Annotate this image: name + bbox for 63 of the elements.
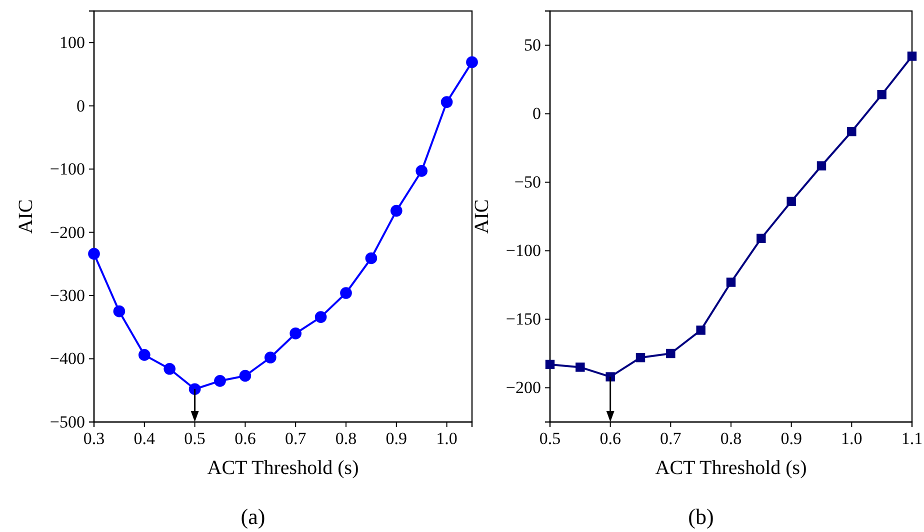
x-tick-label: 0.5: [184, 429, 206, 448]
y-tick-label: −300: [50, 286, 85, 305]
point: [466, 56, 478, 68]
point: [113, 305, 126, 318]
point: [907, 52, 917, 61]
x-axis-title: ACT Threshold (s): [655, 457, 807, 479]
point: [416, 165, 428, 177]
point: [636, 353, 646, 362]
y-tick-label: −100: [50, 160, 85, 179]
y-tick-label: −150: [506, 310, 541, 329]
point: [264, 352, 276, 364]
point: [726, 278, 736, 287]
point: [164, 362, 176, 375]
x-tick-label: 0.8: [720, 429, 742, 448]
point: [545, 360, 555, 370]
y-tick-label: 100: [60, 33, 85, 52]
point: [786, 196, 796, 206]
x-tick-label: 0.6: [600, 429, 621, 448]
x-tick-label: 1.0: [841, 429, 862, 448]
point: [214, 374, 226, 387]
y-tick-label: −500: [50, 412, 85, 432]
point: [816, 161, 826, 170]
point: [365, 252, 378, 264]
point: [314, 311, 327, 323]
x-tick-label: 0.7: [284, 429, 307, 448]
point: [756, 234, 766, 244]
y-axis-title: AIC: [471, 199, 493, 234]
point: [606, 372, 615, 382]
point: [696, 326, 706, 335]
x-tick-label: 0.5: [539, 429, 561, 448]
y-tick-label: −200: [506, 378, 541, 398]
point: [390, 204, 402, 217]
y-tick-label: 0: [532, 104, 541, 124]
y-tick-label: 50: [524, 36, 541, 55]
y-tick-label: 0: [76, 96, 85, 116]
x-tick-label: 0.6: [234, 429, 256, 448]
text: (a): [240, 504, 266, 529]
x-axis-title: ACT Threshold (s): [207, 457, 359, 479]
y-tick-label: −200: [50, 222, 85, 242]
point: [847, 126, 856, 136]
point: [340, 287, 352, 299]
text: (b): [688, 504, 714, 529]
point: [290, 328, 302, 340]
y-axis-title: AIC: [15, 199, 37, 234]
x-tick-label: 1.0: [436, 429, 458, 448]
point: [440, 96, 453, 108]
x-tick-label: 1.1: [901, 429, 923, 448]
x-tick-label: 0.3: [83, 429, 105, 448]
x-tick-label: 0.9: [780, 429, 802, 448]
y-tick-label: −50: [514, 172, 541, 192]
x-tick-label: 0.8: [335, 429, 357, 448]
point: [877, 90, 886, 100]
point: [576, 362, 585, 372]
point: [666, 348, 676, 358]
x-tick-label: 0.9: [386, 429, 408, 448]
point: [138, 349, 150, 361]
point: [188, 383, 201, 396]
y-tick-label: −100: [506, 241, 541, 260]
y-tick-label: −400: [50, 349, 85, 368]
x-tick-label: 0.7: [660, 429, 682, 448]
point: [88, 248, 100, 260]
x-tick-label: 0.4: [134, 429, 156, 448]
point: [239, 370, 252, 382]
